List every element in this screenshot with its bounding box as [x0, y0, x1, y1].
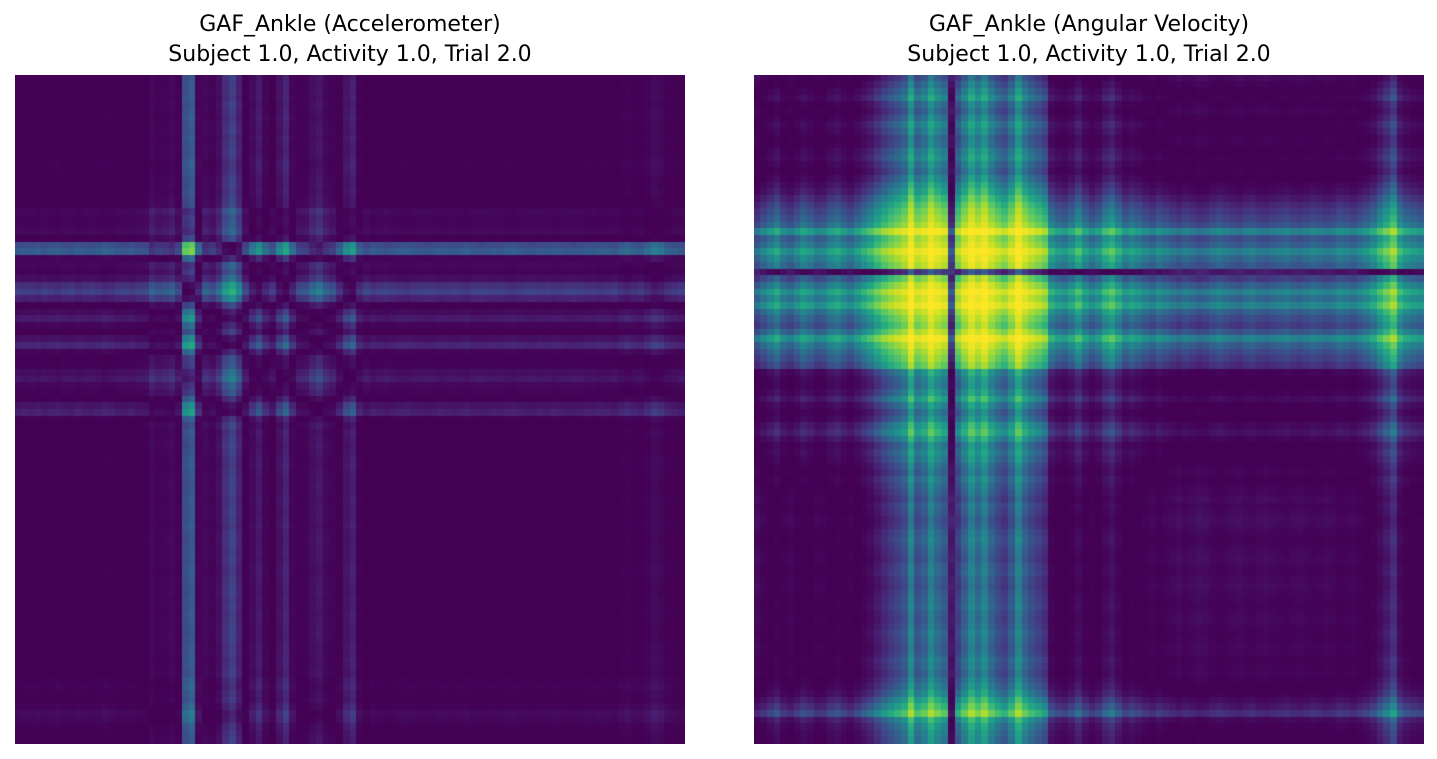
chart-title-line-2: Subject 1.0, Activity 1.0, Trial 2.0 — [907, 42, 1271, 67]
chart-title-line-1: GAF_Ankle (Accelerometer) — [199, 12, 501, 37]
heatmap-angular-velocity — [754, 75, 1424, 744]
chart-panel-angular-velocity: GAF_Ankle (Angular Velocity) Subject 1.0… — [739, 0, 1437, 759]
chart-panel-accelerometer: GAF_Ankle (Accelerometer) Subject 1.0, A… — [0, 0, 700, 759]
chart-title-line-2: Subject 1.0, Activity 1.0, Trial 2.0 — [168, 42, 532, 67]
chart-title: GAF_Ankle (Angular Velocity) Subject 1.0… — [739, 10, 1437, 70]
chart-title-line-1: GAF_Ankle (Angular Velocity) — [928, 12, 1250, 37]
chart-title: GAF_Ankle (Accelerometer) Subject 1.0, A… — [0, 10, 700, 70]
heatmap-accelerometer — [15, 75, 685, 744]
